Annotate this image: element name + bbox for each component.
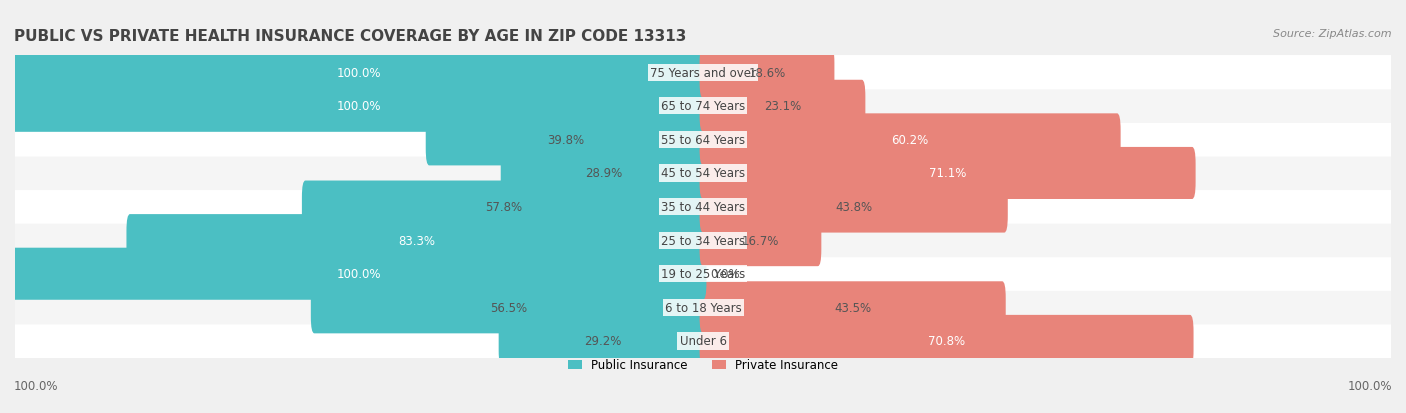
FancyBboxPatch shape xyxy=(127,215,706,266)
FancyBboxPatch shape xyxy=(700,181,1008,233)
FancyBboxPatch shape xyxy=(700,215,821,266)
Text: 60.2%: 60.2% xyxy=(891,133,929,147)
FancyBboxPatch shape xyxy=(11,248,706,300)
Text: 75 Years and over: 75 Years and over xyxy=(650,66,756,79)
Text: 19 to 25 Years: 19 to 25 Years xyxy=(661,268,745,280)
Text: Source: ZipAtlas.com: Source: ZipAtlas.com xyxy=(1274,29,1392,39)
Text: PUBLIC VS PRIVATE HEALTH INSURANCE COVERAGE BY AGE IN ZIP CODE 13313: PUBLIC VS PRIVATE HEALTH INSURANCE COVER… xyxy=(14,29,686,44)
FancyBboxPatch shape xyxy=(15,190,1391,224)
FancyBboxPatch shape xyxy=(15,223,1391,258)
FancyBboxPatch shape xyxy=(15,290,1391,325)
Text: 71.1%: 71.1% xyxy=(929,167,966,180)
FancyBboxPatch shape xyxy=(15,157,1391,191)
Text: 56.5%: 56.5% xyxy=(491,301,527,314)
FancyBboxPatch shape xyxy=(15,257,1391,291)
Text: 45 to 54 Years: 45 to 54 Years xyxy=(661,167,745,180)
FancyBboxPatch shape xyxy=(11,81,706,133)
Text: 43.5%: 43.5% xyxy=(834,301,872,314)
Text: 83.3%: 83.3% xyxy=(398,234,434,247)
FancyBboxPatch shape xyxy=(700,47,834,99)
FancyBboxPatch shape xyxy=(15,324,1391,358)
Text: 100.0%: 100.0% xyxy=(337,100,381,113)
FancyBboxPatch shape xyxy=(15,90,1391,123)
Text: 70.8%: 70.8% xyxy=(928,335,965,348)
FancyBboxPatch shape xyxy=(700,114,1121,166)
Text: 29.2%: 29.2% xyxy=(583,335,621,348)
Text: 6 to 18 Years: 6 to 18 Years xyxy=(665,301,741,314)
Text: 35 to 44 Years: 35 to 44 Years xyxy=(661,201,745,214)
FancyBboxPatch shape xyxy=(499,315,706,367)
Text: 100.0%: 100.0% xyxy=(337,66,381,79)
Text: 57.8%: 57.8% xyxy=(485,201,523,214)
Text: 100.0%: 100.0% xyxy=(14,380,59,392)
Text: 65 to 74 Years: 65 to 74 Years xyxy=(661,100,745,113)
Text: 0.0%: 0.0% xyxy=(710,268,740,280)
Legend: Public Insurance, Private Insurance: Public Insurance, Private Insurance xyxy=(564,354,842,376)
FancyBboxPatch shape xyxy=(700,315,1194,367)
Text: 25 to 34 Years: 25 to 34 Years xyxy=(661,234,745,247)
Text: 100.0%: 100.0% xyxy=(337,268,381,280)
Text: 43.8%: 43.8% xyxy=(835,201,872,214)
Text: 100.0%: 100.0% xyxy=(1347,380,1392,392)
FancyBboxPatch shape xyxy=(311,282,706,334)
FancyBboxPatch shape xyxy=(302,181,706,233)
FancyBboxPatch shape xyxy=(426,114,706,166)
Text: 28.9%: 28.9% xyxy=(585,167,623,180)
Text: 16.7%: 16.7% xyxy=(742,234,779,247)
FancyBboxPatch shape xyxy=(700,147,1195,199)
FancyBboxPatch shape xyxy=(15,56,1391,90)
FancyBboxPatch shape xyxy=(700,282,1005,334)
Text: 39.8%: 39.8% xyxy=(547,133,585,147)
FancyBboxPatch shape xyxy=(501,147,706,199)
FancyBboxPatch shape xyxy=(15,123,1391,157)
FancyBboxPatch shape xyxy=(11,47,706,99)
Text: Under 6: Under 6 xyxy=(679,335,727,348)
FancyBboxPatch shape xyxy=(700,81,865,133)
Text: 18.6%: 18.6% xyxy=(748,66,786,79)
Text: 23.1%: 23.1% xyxy=(763,100,801,113)
Text: 55 to 64 Years: 55 to 64 Years xyxy=(661,133,745,147)
